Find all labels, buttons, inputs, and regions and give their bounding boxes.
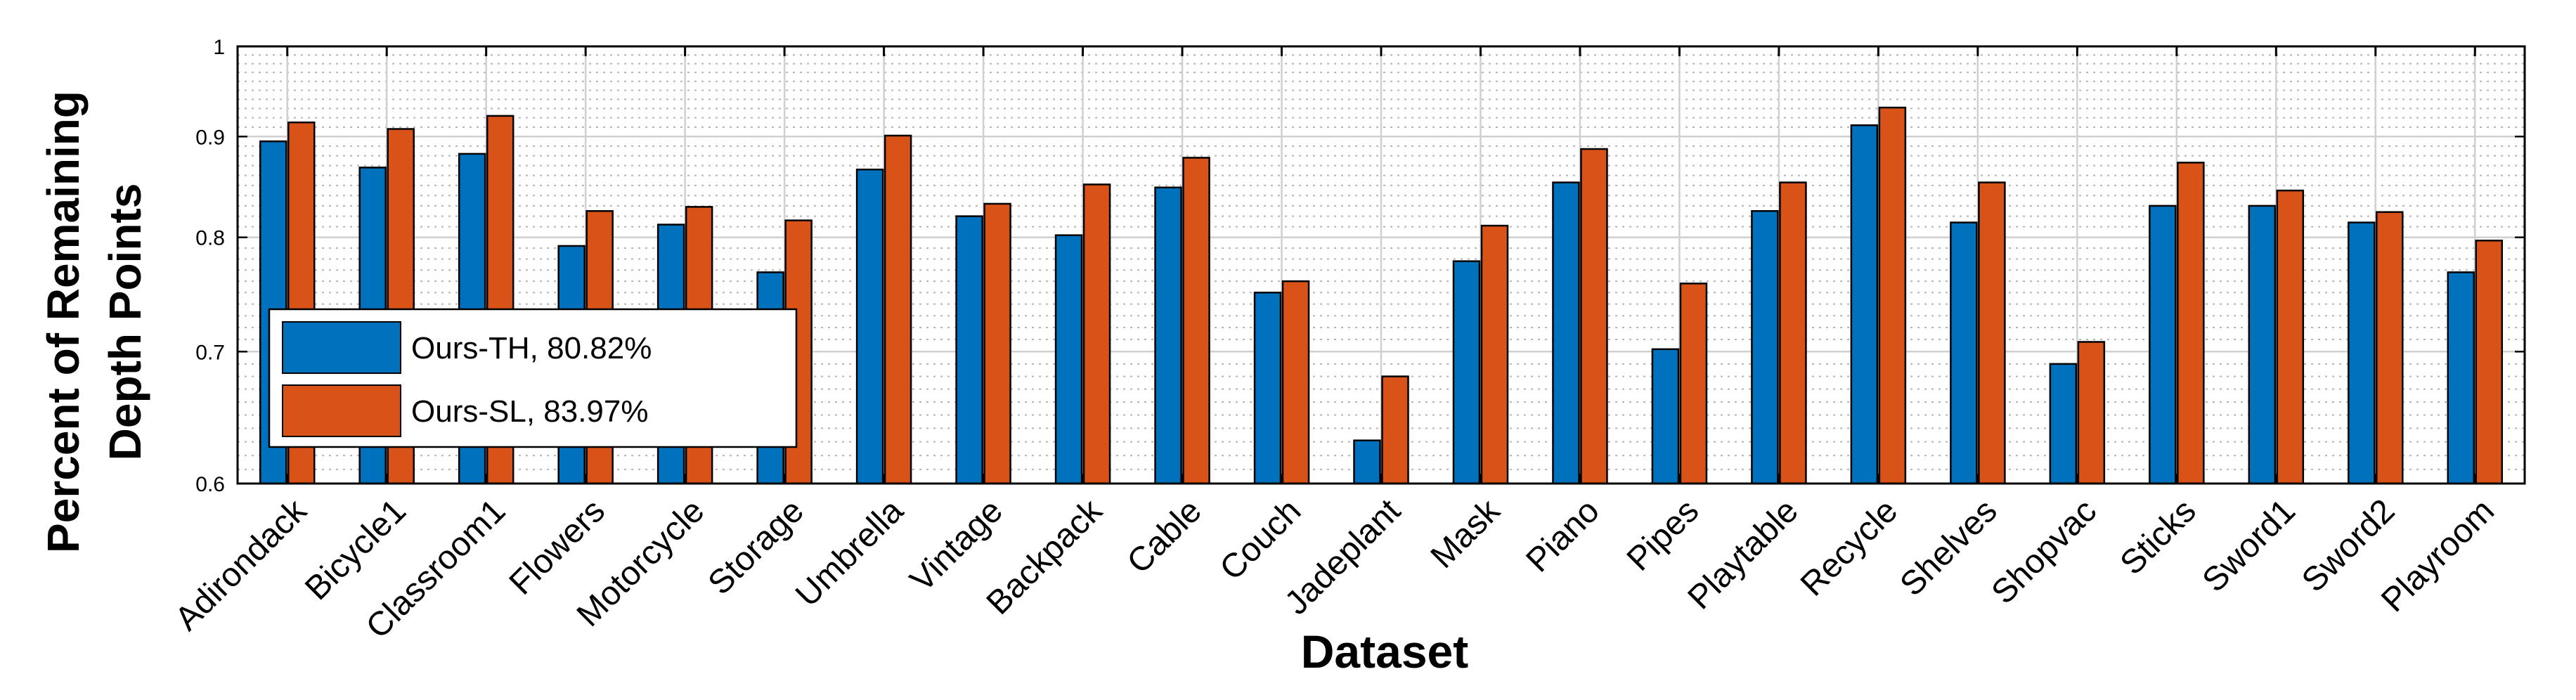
bar-ours-sl-pipes [1679,283,1708,485]
bar-ours-sl-piano [1580,148,1608,485]
x-tick-label-playtable: Playtable [1681,492,1806,616]
bar-ours-sl-recycle [1878,106,1907,485]
bar-ours-sl-shopvac [2077,341,2106,485]
x-tick-label-mask: Mask [1424,492,1508,576]
y-tick-label: 0.9 [195,126,225,149]
axes [236,45,2526,485]
y-axis-label-line-2: Depth Points [100,183,150,461]
bar-ours-sl-couch [1281,280,1310,485]
x-axis-label: Dataset [1301,626,1468,678]
legend-label-ours-sl: Ours-SL, 83.97% [411,394,649,429]
legend-swatch-ours-sl [282,384,401,437]
x-tick-label-piano: Piano [1519,492,1606,579]
bar-ours-sl-mask [1480,224,1509,485]
x-tick-label-pipes: Pipes [1620,492,1706,578]
bar-ours-th-piano [1552,181,1580,485]
x-tick-label-umbrella: Umbrella [789,492,910,614]
x-tick-labels: AdirondackBicycle1Classroom1FlowersMotor… [168,492,2501,646]
y-tick-label: 0.8 [195,227,225,250]
bar-ours-th-sword2 [2348,221,2376,485]
bar-ours-th-shopvac [2049,363,2078,485]
y-axis-label-line-1: Percent of Remaining [38,91,89,553]
bar-ours-sl-sword2 [2376,211,2404,485]
bar-ours-sl-vintage [983,202,1011,485]
bar-ours-sl-umbrella [884,134,912,485]
bar-ours-sl-sword1 [2276,189,2305,485]
plot-frame [236,45,2526,485]
bar-ours-th-umbrella [855,168,884,485]
bar-ours-th-recycle [1850,124,1879,485]
x-tick-label-shopvac: Shopvac [1985,492,2104,611]
x-tick-label-recycle: Recycle [1794,492,1905,603]
bar-ours-th-sticks [2149,205,2177,485]
bar-ours-th-sword1 [2248,205,2277,485]
bar-ours-sl-playtable [1779,181,1807,485]
x-tick-label-cable: Cable [1120,492,1209,581]
y-tick-labels: 0.6 0.7 0.8 0.9 1 [195,36,225,496]
x-tick-label-sticks: Sticks [2114,492,2203,582]
y-tick-label: 0.6 [195,473,225,496]
bar-ours-th-couch [1253,292,1282,485]
x-tick-label-sword1: Sword1 [2196,492,2303,599]
bar-ours-th-jadeplant [1353,439,1381,485]
bar-ours-sl-cable [1182,157,1210,485]
bar-ours-th-mask [1452,260,1481,485]
bar-ours-th-vintage [955,215,983,485]
bar-ours-sl-jadeplant [1381,375,1409,485]
legend-swatch-ours-th [282,321,401,374]
x-tick-label-adirondack: Adirondack [168,492,314,638]
bar-ours-sl-sticks [2177,162,2205,485]
bar-ours-th-backpack [1054,234,1083,485]
legend-label-ours-th: Ours-TH, 80.82% [411,331,652,365]
bar-ours-th-shelves [1950,221,1978,485]
bar-ours-th-playtable [1751,209,1779,485]
bar-ours-sl-backpack [1082,183,1111,485]
x-tick-label-couch: Couch [1213,492,1309,588]
bar-ours-th-cable [1154,186,1182,485]
bar-ours-th-pipes [1651,348,1680,485]
bar-ours-sl-shelves [1978,181,2006,485]
y-tick-label: 0.7 [195,341,225,364]
y-tick-label: 1 [213,36,225,59]
bar-ours-sl-playroom [2475,240,2504,485]
legend: Ours-TH, 80.82% Ours-SL, 83.97% [268,308,798,448]
bar-ours-th-playroom [2447,271,2475,485]
